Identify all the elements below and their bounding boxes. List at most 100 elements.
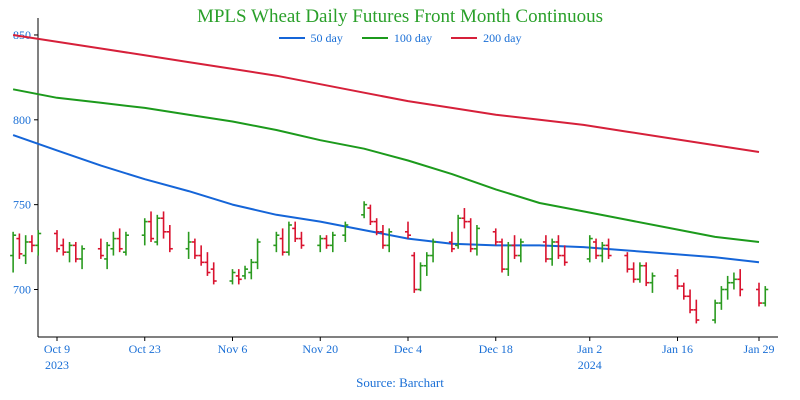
ohlc-bar xyxy=(367,204,374,226)
ohlc-bar xyxy=(511,235,518,259)
ohlc-bar xyxy=(473,225,480,256)
ohlc-bar xyxy=(154,214,161,246)
ohlc-bar xyxy=(718,286,725,310)
ohlc-bar xyxy=(110,231,117,256)
ohlc-bar xyxy=(72,241,79,263)
ohlc-bar xyxy=(680,282,687,300)
ohlc-bar xyxy=(712,299,719,324)
y-tick-label: 700 xyxy=(13,282,31,296)
ohlc-bar xyxy=(624,252,631,273)
ohlc-bar xyxy=(60,238,67,256)
ohlc-bar xyxy=(248,258,255,280)
ohlc-bar xyxy=(273,231,280,253)
x-tick-label: Nov 6 xyxy=(218,342,248,356)
ohlc-bar xyxy=(279,228,286,256)
ohlc-bar xyxy=(22,235,29,265)
x-tick-label: Nov 20 xyxy=(302,342,338,356)
ohlc-bar xyxy=(28,235,35,253)
legend-swatch-100-day xyxy=(361,37,388,39)
ohlc-bar xyxy=(10,231,17,273)
ohlc-bar xyxy=(630,262,637,283)
ohlc-bar xyxy=(455,214,462,249)
series-line-50-day xyxy=(12,134,760,264)
chart-source: Source: Barchart xyxy=(356,375,444,390)
ohlc-bar xyxy=(160,211,167,239)
legend: 50 day 100 day 200 day xyxy=(0,28,800,46)
ohlc-bar xyxy=(499,238,506,273)
ohlc-bar xyxy=(323,235,330,249)
ohlc-bar xyxy=(198,245,205,266)
ohlc-bar xyxy=(762,286,769,307)
ohlc-bar xyxy=(730,272,737,290)
ohlc-bar xyxy=(411,252,418,293)
legend-label-200-day: 200 day xyxy=(483,30,522,45)
ohlc-bar xyxy=(185,231,192,259)
ohlc-bar xyxy=(674,269,681,290)
ohlc-bar xyxy=(254,238,261,270)
ohlc-bar xyxy=(148,211,155,242)
ohlc-bar xyxy=(649,272,656,293)
ohlc-bar xyxy=(79,245,86,270)
legend-label-100-day: 100 day xyxy=(393,30,433,45)
ohlc-bar xyxy=(542,235,549,263)
ohlc-bar xyxy=(586,235,593,263)
ohlc-bar xyxy=(373,218,380,236)
ohlc-bar xyxy=(329,231,336,253)
legend-label-50-day: 50 day xyxy=(310,30,343,45)
ohlc-bar xyxy=(737,269,744,297)
ohlc-bar xyxy=(229,269,236,285)
ohlc-bar xyxy=(423,252,430,276)
ohlc-bar xyxy=(605,238,612,259)
ohlc-bar xyxy=(724,275,731,300)
x-tick-label: Jan 2 xyxy=(577,342,602,356)
y-tick-label: 850 xyxy=(13,28,31,42)
ohlc-bar xyxy=(35,230,42,256)
ohlc-bar xyxy=(417,262,424,292)
ohlc-bar xyxy=(191,238,198,259)
ohlc-bar xyxy=(97,238,104,259)
ohlc-bar xyxy=(342,221,349,242)
ohlc-bar xyxy=(242,265,249,280)
legend-item-100-day: 100 day xyxy=(361,30,433,46)
ohlc-bar xyxy=(467,218,474,253)
ohlc-bar xyxy=(122,231,129,256)
series-line-200-day xyxy=(12,34,760,153)
ohlc-bar xyxy=(549,238,556,266)
ohlc-bar xyxy=(430,238,437,263)
ohlc-bar xyxy=(492,228,499,246)
ohlc-bar xyxy=(235,269,242,285)
ohlc-bar xyxy=(756,282,762,307)
ohlc-bar xyxy=(461,208,468,229)
ohlc-bar xyxy=(66,241,73,263)
x-tick-year-label: 2023 xyxy=(45,358,69,372)
ohlc-bar xyxy=(204,252,211,276)
ohlc-bar xyxy=(54,230,60,253)
legend-item-50-day: 50 day xyxy=(278,30,343,46)
ohlc-bar xyxy=(210,262,217,285)
ohlc-bar xyxy=(379,225,386,249)
ohlc-bar xyxy=(386,228,393,253)
x-tick-label: Dec 18 xyxy=(479,342,513,356)
ohlc-bar xyxy=(166,225,173,253)
legend-swatch-50-day xyxy=(278,37,305,39)
ohlc-bar xyxy=(693,299,700,324)
ohlc-bar xyxy=(687,289,694,314)
x-tick-label: Oct 23 xyxy=(129,342,161,356)
ohlc-bar xyxy=(517,238,524,263)
ohlc-bar xyxy=(16,233,23,259)
ohlc-bar xyxy=(636,262,643,283)
ohlc-bar xyxy=(593,238,600,259)
ohlc-bar xyxy=(643,262,650,287)
x-tick-label: Oct 9 xyxy=(44,342,70,356)
series-line-100-day xyxy=(12,88,760,243)
x-tick-label: Jan 29 xyxy=(744,342,775,356)
x-tick-label: Dec 4 xyxy=(394,342,422,356)
chart-title: MPLS Wheat Daily Futures Front Month Con… xyxy=(196,6,604,27)
ohlc-bar xyxy=(116,228,123,253)
ohlc-bar xyxy=(405,221,411,239)
ohlc-bar xyxy=(292,221,299,242)
legend-swatch-200-day xyxy=(451,37,478,39)
ohlc-bar xyxy=(599,241,606,263)
y-tick-label: 800 xyxy=(13,113,31,127)
